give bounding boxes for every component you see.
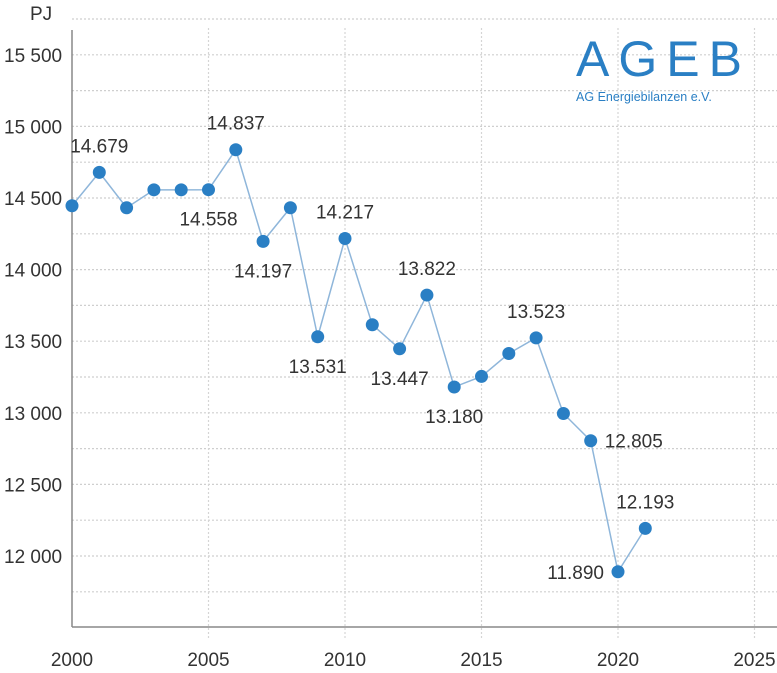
- y-tick-label: 15 000: [4, 117, 62, 138]
- data-label-2014: 13.180: [425, 407, 483, 428]
- data-point-2013: [420, 288, 434, 302]
- data-label-2005: 14.558: [179, 210, 237, 231]
- y-tick-label: 12 500: [4, 475, 62, 496]
- y-tick-label: 12 000: [4, 547, 62, 568]
- y-tick-label: 14 000: [4, 261, 62, 282]
- data-label-2017: 13.523: [507, 302, 565, 323]
- ageb-logo: AGEB AG Energiebilanzen e.V.: [576, 30, 751, 105]
- data-label-2013: 13.822: [398, 259, 456, 280]
- data-point-2009: [311, 330, 325, 344]
- data-point-2015: [475, 369, 488, 383]
- data-point-2007: [256, 234, 270, 248]
- data-label-2009: 13.531: [289, 357, 347, 378]
- data-label-2019: 12.805: [605, 432, 663, 453]
- y-tick-label: 13 500: [4, 332, 62, 353]
- y-tick-label: 15 500: [4, 46, 62, 67]
- data-point-2010: [338, 232, 352, 246]
- y-axis-label: PJ: [30, 4, 52, 25]
- data-point-2001: [92, 165, 106, 179]
- data-label-2010: 14.217: [316, 203, 374, 224]
- y-tick-label: 14 500: [4, 189, 62, 210]
- x-tick-label: 2020: [597, 650, 639, 671]
- data-point-2011: [365, 318, 379, 332]
- data-label-2012: 13.447: [371, 369, 429, 390]
- data-point-2016: [502, 347, 516, 361]
- data-label-2006: 14.837: [207, 114, 265, 135]
- x-tick-label: 2025: [733, 650, 775, 671]
- data-point-2005: [202, 183, 215, 197]
- data-point-2017: [529, 331, 543, 345]
- x-tick-label: 2005: [187, 650, 229, 671]
- data-label-2001: 14.679: [70, 136, 128, 157]
- series-line: [71, 148, 646, 574]
- data-point-2002: [120, 201, 134, 215]
- x-tick-label: 2000: [51, 650, 93, 671]
- logo-subtitle: AG Energiebilanzen e.V.: [576, 90, 712, 104]
- x-tick-label: 2015: [460, 650, 502, 671]
- data-point-2012: [393, 342, 407, 356]
- data-point-2014: [447, 380, 461, 394]
- data-label-2020: 11.890: [547, 563, 604, 584]
- data-point-2020: [611, 565, 625, 579]
- data-point-2019: [584, 434, 598, 448]
- data-point-2000: [65, 199, 79, 213]
- data-point-2018: [556, 407, 570, 421]
- logo-title: AGEB: [576, 31, 751, 87]
- data-point-2003: [147, 183, 161, 197]
- data-label-2007: 14.197: [234, 261, 292, 282]
- y-tick-label: 13 000: [4, 404, 62, 425]
- data-point-2004: [174, 183, 188, 197]
- data-point-2021: [638, 521, 652, 535]
- data-point-2006: [229, 143, 243, 157]
- x-tick-label: 2010: [324, 650, 366, 671]
- data-label-2021: 12.193: [616, 492, 674, 513]
- data-point-2008: [283, 201, 297, 215]
